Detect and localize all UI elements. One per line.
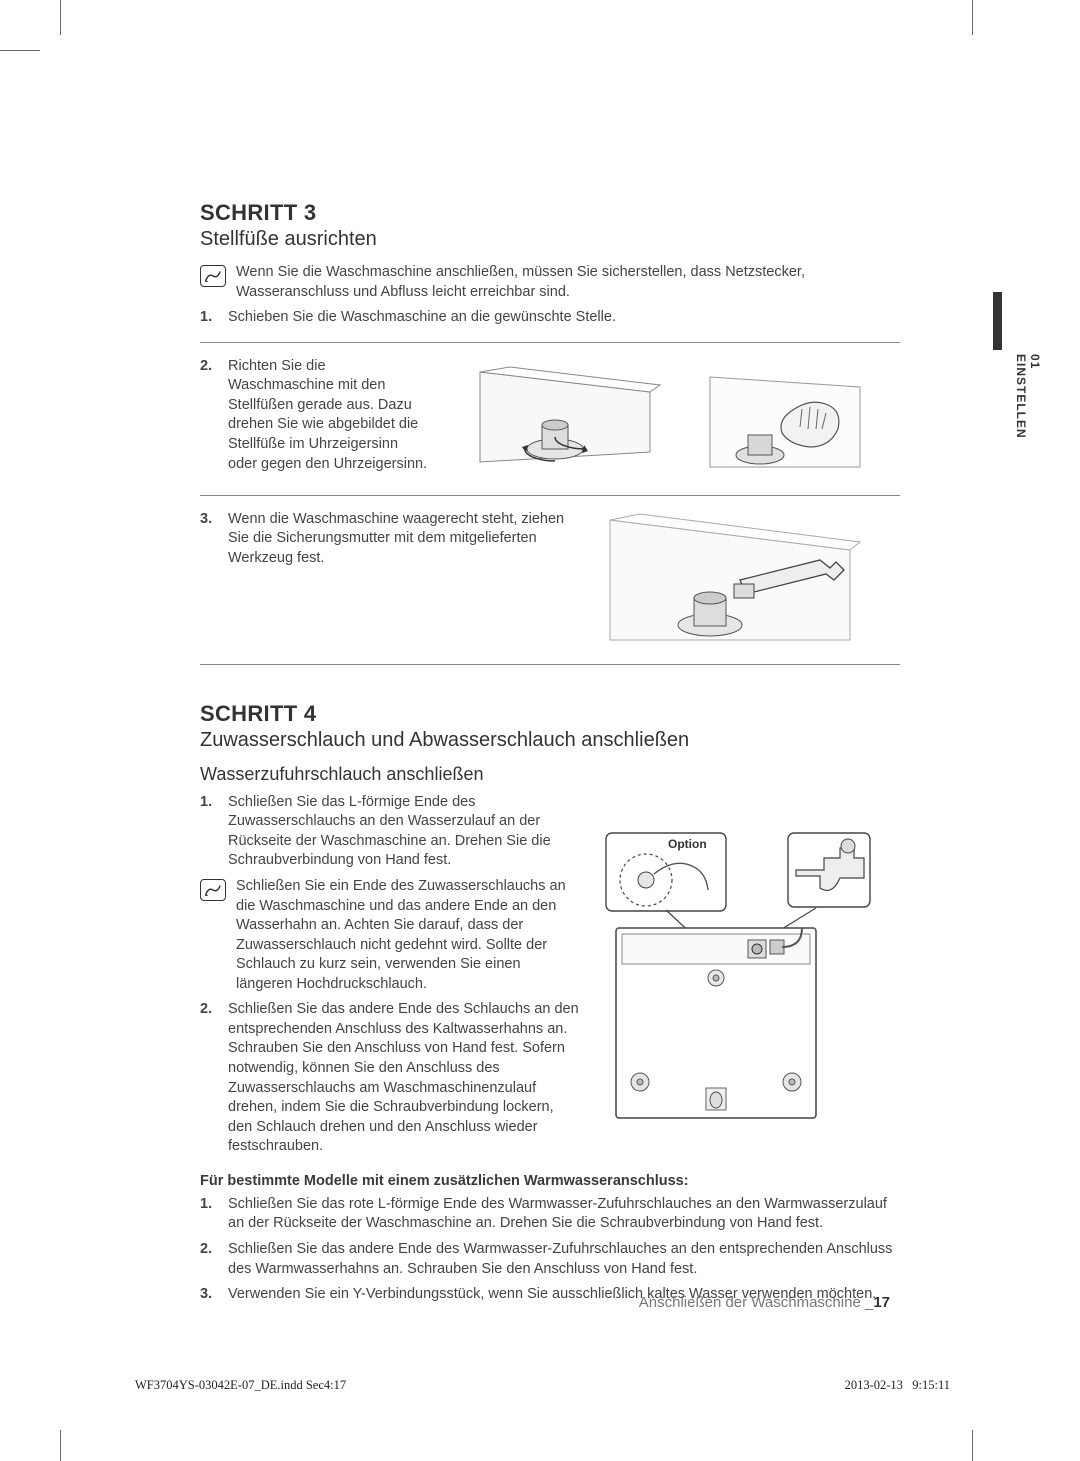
schritt4-step2: Schließen Sie das andere Ende des Schlau… — [200, 1000, 580, 1157]
schritt3-step3-text: Wenn die Waschmaschine waagerecht steht,… — [200, 510, 570, 575]
schritt4-subsubtitle: Wasserzufuhrschlauch anschließen — [200, 764, 900, 785]
side-tab-bar — [993, 292, 1002, 350]
note-icon — [200, 265, 226, 287]
print-footer: WF3704YS-03042E-07_DE.indd Sec4:17 2013-… — [135, 1378, 950, 1393]
schritt4-warm1: Schließen Sie das rote L-förmige Ende de… — [200, 1195, 900, 1234]
divider — [200, 342, 900, 343]
print-time: 9:15:11 — [912, 1378, 950, 1392]
schritt4-steps-b: Schließen Sie das andere Ende des Schlau… — [200, 1000, 580, 1157]
schritt4-title: SCHRITT 4 — [200, 701, 900, 727]
schritt3-note-row: Wenn Sie die Waschmaschine anschließen, … — [200, 263, 900, 302]
schritt4-steps-a: Schließen Sie das L-förmige Ende des Zuw… — [200, 793, 580, 871]
crop-mark — [60, 0, 61, 35]
schritt3-step3-row: Wenn die Waschmaschine waagerecht steht,… — [200, 510, 900, 650]
crop-mark — [60, 1430, 61, 1461]
option-label: Option — [668, 837, 707, 851]
schritt3-step2-row: Richten Sie die Waschmaschine mit den St… — [200, 357, 900, 496]
crop-mark — [972, 1430, 973, 1461]
side-tab-label: 01 EINSTELLEN — [942, 354, 1042, 439]
schritt4-illustration: Option — [596, 793, 876, 1163]
schritt3-step2: Richten Sie die Waschmaschine mit den St… — [200, 357, 430, 474]
schritt4-text-col: Schließen Sie das L-förmige Ende des Zuw… — [200, 793, 580, 1163]
schritt4-note-text: Schließen Sie ein Ende des Zuwasserschla… — [236, 877, 580, 994]
footer-section-label: Anschließen der Waschmaschine _ — [639, 1294, 874, 1311]
schritt4-step1: Schließen Sie das L-förmige Ende des Zuw… — [200, 793, 580, 871]
schritt3-step2-illustration — [450, 357, 870, 487]
side-tab: 01 EINSTELLEN — [980, 292, 1002, 422]
schritt4-columns: Schließen Sie das L-förmige Ende des Zuw… — [200, 793, 900, 1163]
note-icon — [200, 879, 226, 901]
divider — [200, 664, 900, 665]
schritt3-step1: Schieben Sie die Waschmaschine an die ge… — [200, 308, 900, 328]
schritt4-bold-heading: Für bestimmte Modelle mit einem zusätzli… — [200, 1173, 900, 1189]
schritt3-step2-text: Richten Sie die Waschmaschine mit den St… — [200, 357, 430, 480]
schritt3-step3: Wenn die Waschmaschine waagerecht steht,… — [200, 510, 570, 569]
schritt3-steps: Schieben Sie die Waschmaschine an die ge… — [200, 308, 900, 328]
schritt3-title: SCHRITT 3 — [200, 200, 900, 226]
page-footer: Anschließen der Waschmaschine _17 — [639, 1294, 890, 1311]
schritt4-note-row: Schließen Sie ein Ende des Zuwasserschla… — [200, 877, 580, 994]
print-filename: WF3704YS-03042E-07_DE.indd Sec4:17 — [135, 1378, 346, 1393]
schritt4-section: SCHRITT 4 Zuwasserschlauch und Abwassers… — [200, 701, 900, 1305]
schritt3-subtitle: Stellfüße ausrichten — [200, 228, 900, 251]
schritt4-subtitle: Zuwasserschlauch und Abwasserschlauch an… — [200, 729, 900, 752]
page-content: SCHRITT 3 Stellfüße ausrichten Wenn Sie … — [200, 200, 900, 1311]
schritt4-warm-steps: Schließen Sie das rote L-förmige Ende de… — [200, 1195, 900, 1305]
crop-mark — [0, 50, 40, 51]
schritt3-step3-illustration — [590, 510, 870, 650]
footer-pagenum: 17 — [873, 1294, 890, 1311]
schritt3-note-text: Wenn Sie die Waschmaschine anschließen, … — [236, 263, 900, 302]
crop-mark — [972, 0, 973, 35]
print-date: 2013-02-13 — [845, 1378, 903, 1392]
schritt4-warm2: Schließen Sie das andere Ende des Warmwa… — [200, 1240, 900, 1279]
